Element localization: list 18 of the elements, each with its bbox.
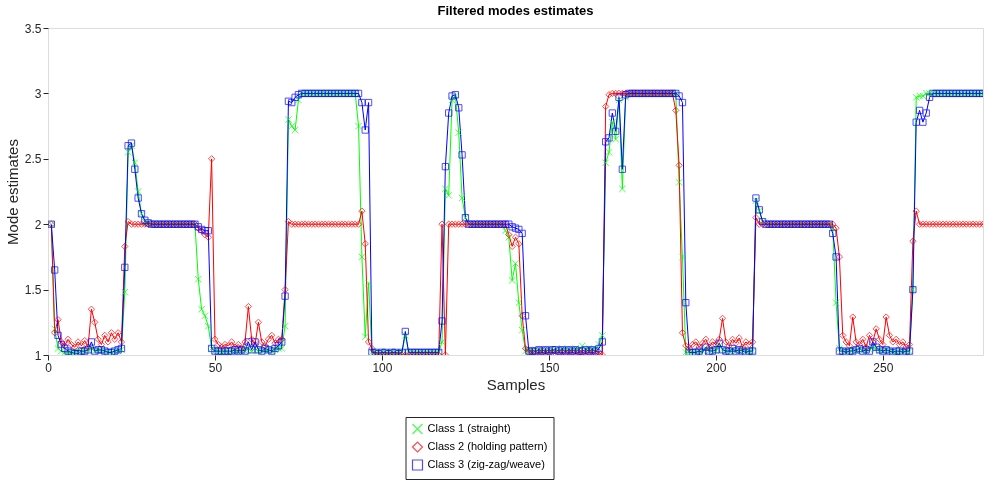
x-tick-label: 50 (208, 360, 223, 375)
x-axis-title: Samples (486, 375, 546, 393)
y-axis-title: Mode estimates (3, 139, 21, 245)
x-tick-label: 150 (539, 360, 560, 375)
y-tick-label: 2.5 (24, 152, 42, 167)
y-tick-label: 2 (34, 217, 42, 232)
x-tick-label: 250 (873, 360, 894, 375)
x-tick-label: 0 (45, 360, 53, 375)
legend-label: Class 2 (holding pattern) (427, 440, 548, 452)
x-tick-label: 200 (706, 360, 727, 375)
legend-label: Class 1 (straight) (427, 422, 511, 434)
chart-title: Filtered modes estimates (437, 3, 594, 18)
y-tick-label: 3.5 (24, 21, 42, 36)
y-tick-label: 3 (34, 86, 42, 101)
legend-label: Class 3 (zig-zag/weave) (427, 458, 545, 470)
x-tick-label: 100 (372, 360, 393, 375)
y-tick-label: 1 (34, 348, 42, 363)
y-tick-label: 1.5 (24, 283, 42, 298)
